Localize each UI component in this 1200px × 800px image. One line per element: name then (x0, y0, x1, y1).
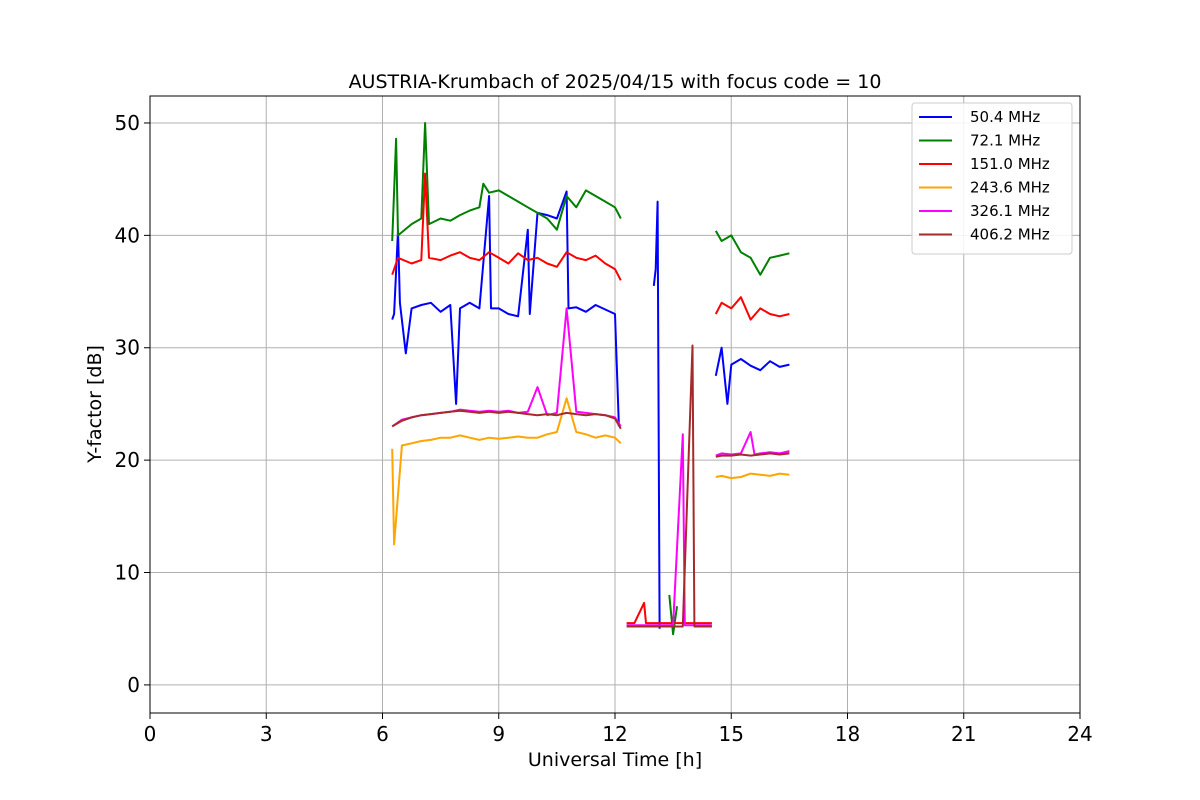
series-segment (391, 190, 620, 427)
x-tick-label: 3 (260, 722, 273, 746)
legend-entry-label: 72.1 MHz (970, 132, 1040, 150)
x-tick-label: 24 (1067, 722, 1092, 746)
series-line (391, 190, 790, 629)
y-tick-label: 10 (115, 561, 140, 585)
x-tick-label: 21 (951, 722, 976, 746)
series-segment (391, 397, 622, 546)
y-axis: 0 10 20 30 40 50 (115, 111, 150, 697)
series-segment (715, 431, 790, 457)
series-segment (626, 344, 712, 628)
series-line (391, 172, 790, 625)
y-tick-label: 0 (127, 673, 140, 697)
series-segment (626, 433, 712, 627)
series-line (391, 122, 790, 636)
series-segment (714, 296, 790, 321)
x-tick-label: 15 (719, 722, 744, 746)
legend-entry-label: 151.0 MHz (970, 155, 1050, 173)
y-tick-label: 40 (115, 223, 140, 247)
series-segment (391, 409, 622, 430)
legend-entry-label: 326.1 MHz (970, 202, 1050, 220)
series-line (391, 344, 790, 628)
plot-area (391, 122, 790, 636)
series-segment (668, 594, 678, 636)
x-axis-label: Universal Time [h] (528, 749, 702, 771)
y-tick-label: 30 (115, 336, 140, 360)
x-tick-label: 9 (492, 722, 505, 746)
legend-entry-label: 243.6 MHz (970, 179, 1050, 197)
x-tick-label: 18 (835, 722, 860, 746)
x-tick-label: 6 (376, 722, 389, 746)
series-segment (652, 200, 661, 629)
y-axis-label: Y-factor [dB] (84, 345, 106, 464)
series-segment (715, 452, 790, 458)
chart-title: AUSTRIA-Krumbach of 2025/04/15 with focu… (349, 71, 882, 93)
y-tick-label: 20 (115, 448, 140, 472)
legend-entry-label: 50.4 MHz (970, 108, 1040, 126)
x-tick-label: 0 (144, 722, 157, 746)
x-tick-label: 12 (602, 722, 627, 746)
series-segment (391, 122, 622, 242)
x-axis: 0 3 6 9 12 15 18 21 24 (144, 713, 1093, 746)
series-segment (714, 346, 790, 405)
series-segment (391, 172, 622, 281)
series-segment (715, 472, 790, 480)
series-segment (626, 601, 712, 625)
series-segment (714, 230, 790, 276)
legend: 50.4 MHz 72.1 MHz 151.0 MHz 243.6 MHz 32… (911, 102, 1073, 255)
legend-entry-label: 406.2 MHz (970, 226, 1050, 244)
y-tick-label: 50 (115, 111, 140, 135)
series-line (391, 397, 790, 546)
